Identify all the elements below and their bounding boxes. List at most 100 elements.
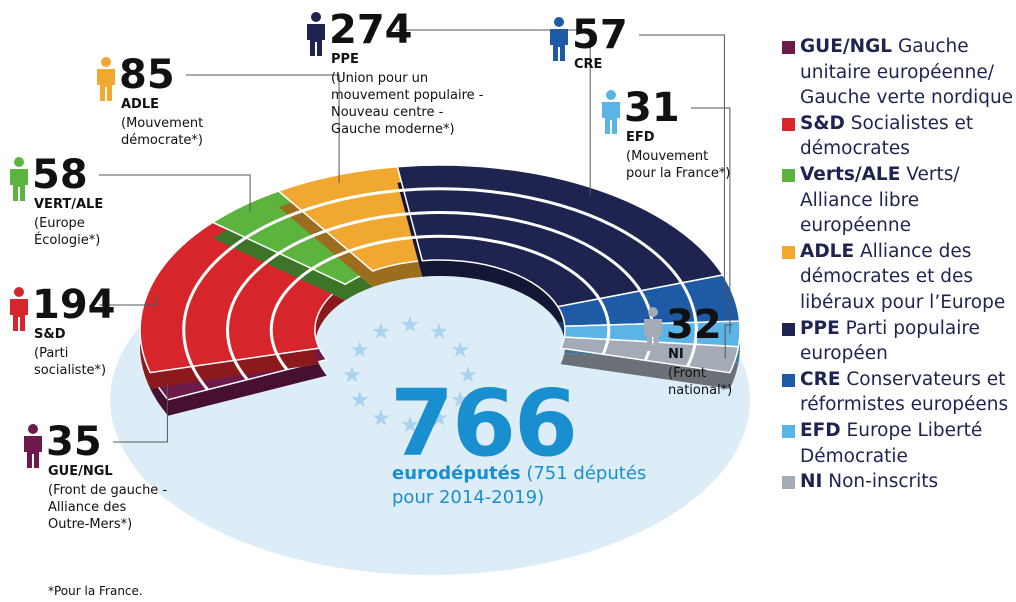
icon-body bbox=[550, 29, 568, 61]
seat-count: 57 bbox=[572, 12, 628, 58]
legend-description: Conservateurs et réformistes européens bbox=[800, 368, 1009, 416]
total-caption: eurodéputés (751 députés pour 2014-2019) bbox=[392, 462, 646, 510]
total: 766 bbox=[390, 370, 578, 477]
legend-item: EFD Europe Liberté Démocratie bbox=[782, 418, 1014, 469]
group-note: (Europe bbox=[34, 216, 85, 231]
group-note: (Union pour un bbox=[331, 71, 429, 86]
icon-head bbox=[28, 424, 38, 434]
person-icon bbox=[10, 157, 28, 201]
star bbox=[351, 391, 369, 408]
group-name: CRE bbox=[574, 57, 603, 72]
group-note: (Front bbox=[668, 366, 706, 381]
legend-swatch bbox=[782, 476, 795, 490]
person-icon bbox=[10, 287, 28, 331]
group-name: PPE bbox=[331, 52, 359, 67]
legend-name: PPE bbox=[800, 317, 840, 339]
person-icon bbox=[97, 57, 115, 101]
row-gap bbox=[269, 234, 611, 371]
legend: GUE/NGL Gauche unitaire européenne/ Gauc… bbox=[782, 34, 1014, 495]
legend-swatch bbox=[782, 168, 795, 182]
icon-body bbox=[10, 169, 28, 201]
star bbox=[459, 366, 477, 383]
star bbox=[430, 409, 448, 426]
legend-item: GUE/NGL Gauche unitaire européenne/ Gauc… bbox=[782, 34, 1014, 111]
star bbox=[451, 391, 469, 408]
callout-lines bbox=[99, 29, 733, 443]
seat-count: 58 bbox=[32, 152, 88, 198]
callout-line bbox=[396, 29, 591, 196]
person-icon bbox=[550, 17, 568, 61]
person-icon bbox=[602, 90, 620, 134]
icon-body bbox=[602, 102, 620, 134]
legend-name: S&D bbox=[800, 112, 845, 134]
legend-name: NI bbox=[800, 471, 823, 493]
group-name: NI bbox=[668, 347, 684, 362]
legend-swatch bbox=[782, 41, 795, 54]
legend-item: NI Non-inscrits bbox=[782, 469, 1014, 495]
legend-swatch bbox=[782, 245, 795, 259]
star bbox=[372, 409, 390, 426]
group-name: S&D bbox=[34, 327, 66, 342]
person-icon bbox=[24, 424, 42, 468]
total-note: (751 députés bbox=[526, 463, 647, 484]
group-note: démocrate*) bbox=[121, 133, 203, 148]
group-note: pour la France*) bbox=[626, 166, 731, 181]
star bbox=[401, 316, 419, 333]
group-name: EFD bbox=[626, 130, 655, 145]
person-icon bbox=[644, 307, 662, 351]
star bbox=[430, 322, 448, 339]
seat-block-side bbox=[150, 364, 327, 416]
legend-name: Verts/ALE bbox=[800, 163, 901, 185]
callout-line bbox=[99, 174, 251, 212]
callout-line bbox=[113, 383, 168, 443]
legend-name: CRE bbox=[800, 368, 841, 390]
group-note: (Parti bbox=[34, 346, 69, 361]
legend-description: Parti populaire européen bbox=[800, 317, 980, 365]
legend-description: Verts/ Alliance libre européenne bbox=[800, 163, 960, 237]
legend-item: ADLE Alliance des démocrates et des libé… bbox=[782, 239, 1014, 316]
group-note: Outre-Mers*) bbox=[48, 517, 133, 532]
star bbox=[401, 416, 419, 433]
group-note: socialiste*) bbox=[34, 363, 107, 378]
seat-block bbox=[139, 221, 347, 374]
legend-description: Gauche unitaire européenne/ Gauche verte… bbox=[800, 36, 1014, 109]
group-note: national*) bbox=[668, 383, 733, 398]
icon-head bbox=[14, 157, 24, 167]
legend-name: GUE/NGL bbox=[800, 36, 893, 57]
footnote: *Pour la France. bbox=[48, 584, 143, 598]
person-icon bbox=[307, 12, 325, 56]
group-name: GUE/NGL bbox=[48, 464, 113, 479]
legend-name: ADLE bbox=[800, 240, 855, 262]
group-note: Écologie*) bbox=[34, 233, 101, 248]
group-note: Alliance des bbox=[48, 500, 127, 515]
seat-count: 85 bbox=[119, 52, 175, 98]
seat-block bbox=[396, 164, 725, 308]
callout-line bbox=[639, 34, 725, 300]
group-name: VERT/ALE bbox=[34, 197, 104, 212]
legend-description: Alliance des démocrates et des libéraux … bbox=[800, 240, 1006, 313]
stars bbox=[343, 316, 477, 433]
icon-head bbox=[648, 307, 658, 317]
seat-count: 194 bbox=[32, 282, 116, 328]
star bbox=[372, 322, 390, 339]
group-note: (Mouvement bbox=[121, 116, 204, 131]
legend-description: Europe Liberté Démocratie bbox=[800, 419, 983, 467]
seat-count: 31 bbox=[624, 85, 680, 131]
icon-body bbox=[644, 319, 662, 351]
seat-count: 274 bbox=[329, 7, 413, 53]
icon-head bbox=[606, 90, 616, 100]
total-note: pour 2014-2019) bbox=[392, 487, 545, 508]
seat-count: 32 bbox=[666, 302, 722, 348]
callout-line bbox=[691, 107, 731, 334]
legend-item: Verts/ALE Verts/ Alliance libre européen… bbox=[782, 162, 1014, 239]
group-name: ADLE bbox=[121, 97, 160, 112]
legend-swatch bbox=[782, 117, 795, 131]
group-note: Nouveau centre - bbox=[331, 105, 444, 120]
legend-swatch bbox=[782, 322, 795, 336]
icon-body bbox=[10, 299, 28, 331]
callout-line bbox=[724, 324, 733, 359]
legend-description: Socialistes et démocrates bbox=[800, 112, 974, 160]
star bbox=[451, 341, 469, 358]
